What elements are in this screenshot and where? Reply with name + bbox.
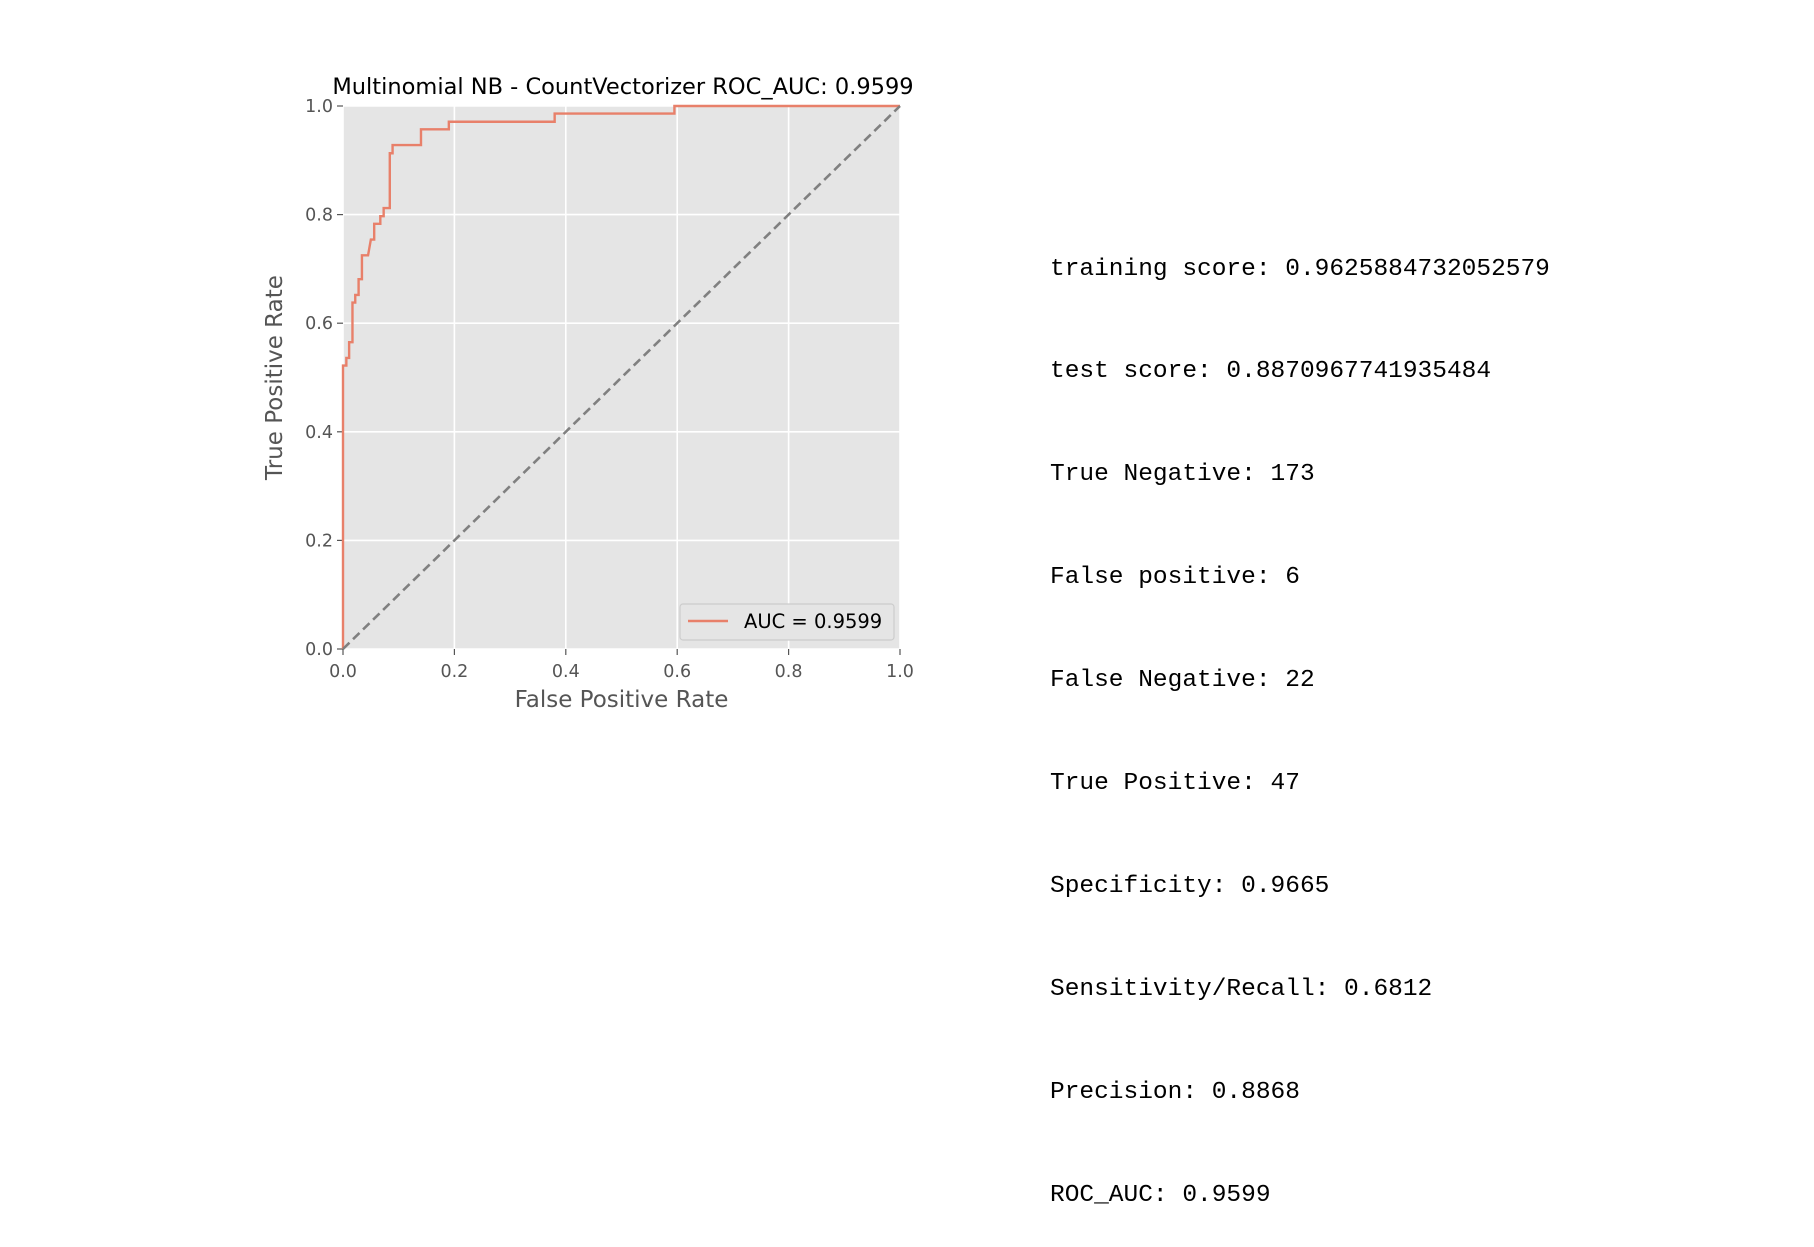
chance-diagonal-line	[342, 105, 901, 650]
metric-roc-auc: ROC_AUC: 0.9599	[1050, 1181, 1271, 1209]
metric-false-positive: False positive: 6	[1050, 564, 1300, 592]
legend: AUC = 0.9599	[679, 603, 895, 641]
metric-false-negative: False Negative: 22	[1050, 667, 1315, 695]
roc-figure: Multinomial NB - CountVectorizer ROC_AUC…	[262, 74, 914, 713]
x-tick-label: 0.4	[552, 662, 580, 682]
metric-test-score: test score: 0.8870967741935484	[1050, 358, 1492, 386]
legend-label-roc: AUC = 0.9599	[744, 610, 882, 633]
y-tick-label: 1.0	[305, 97, 333, 117]
y-axis-label: True Positive Rate	[262, 275, 288, 481]
metrics-panel: training score: 0.9625884732052579 test …	[1050, 184, 1550, 1247]
x-tick-label: 0.0	[329, 662, 357, 682]
metric-true-negative: True Negative: 173	[1050, 461, 1315, 489]
metric-training-score: training score: 0.9625884732052579	[1050, 255, 1550, 283]
y-tick-label: 0.6	[305, 314, 333, 334]
y-tick-label: 0.2	[305, 531, 333, 551]
metric-sensitivity: Sensitivity/Recall: 0.6812	[1050, 975, 1433, 1003]
x-axis-label: False Positive Rate	[515, 687, 729, 713]
y-tick-label: 0.8	[305, 206, 333, 226]
x-tick-label: 1.0	[886, 662, 914, 682]
x-tick-label: 0.8	[775, 662, 803, 682]
x-tick-label: 0.6	[663, 662, 691, 682]
metric-specificity: Specificity: 0.9665	[1050, 872, 1330, 900]
y-tick-label: 0.4	[305, 423, 333, 443]
y-tick-label: 0.0	[305, 640, 333, 660]
chart-title: Multinomial NB - CountVectorizer ROC_AUC…	[332, 74, 913, 100]
x-tick-label: 0.2	[440, 662, 468, 682]
grid-lines	[342, 105, 901, 650]
legend-box	[679, 603, 895, 641]
metric-true-positive: True Positive: 47	[1050, 770, 1300, 798]
series-layer	[341, 104, 901, 650]
metric-precision: Precision: 0.8868	[1050, 1078, 1300, 1106]
roc-curve-line	[341, 104, 900, 649]
axis-ticks: 0.0 0.2 0.4 0.6 0.8 1.0 0.0 0.2 0.4 0.6 0.8 1.0	[305, 97, 914, 682]
